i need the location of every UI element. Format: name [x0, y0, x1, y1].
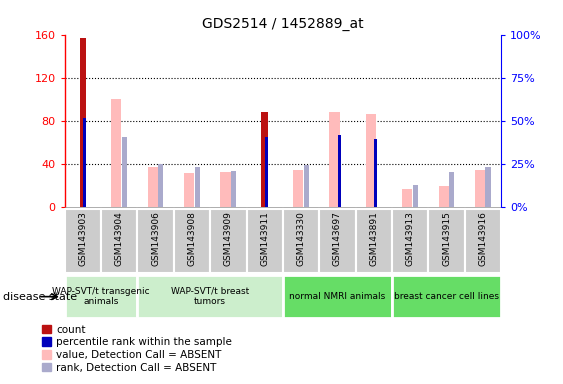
Bar	[475, 170, 485, 207]
FancyBboxPatch shape	[210, 209, 247, 273]
Text: WAP-SVT/t breast
tumors: WAP-SVT/t breast tumors	[171, 287, 249, 306]
Bar	[439, 186, 449, 207]
FancyBboxPatch shape	[283, 209, 319, 273]
Bar	[220, 172, 231, 207]
Text: GSM143891: GSM143891	[369, 211, 378, 266]
Bar	[265, 137, 268, 207]
Bar	[231, 170, 236, 207]
FancyBboxPatch shape	[356, 209, 392, 273]
Text: GSM143330: GSM143330	[297, 211, 306, 266]
FancyBboxPatch shape	[428, 209, 464, 273]
Bar	[79, 38, 86, 207]
Text: GSM143915: GSM143915	[442, 211, 451, 266]
FancyBboxPatch shape	[137, 275, 283, 318]
Text: GSM143909: GSM143909	[224, 211, 233, 266]
Bar	[329, 113, 339, 207]
FancyBboxPatch shape	[174, 209, 210, 273]
Bar	[111, 99, 122, 207]
Text: GSM143903: GSM143903	[78, 211, 87, 266]
FancyBboxPatch shape	[101, 209, 137, 273]
Bar	[374, 139, 377, 207]
FancyBboxPatch shape	[137, 209, 174, 273]
Text: GSM143906: GSM143906	[151, 211, 160, 266]
Bar	[184, 173, 194, 207]
Text: breast cancer cell lines: breast cancer cell lines	[394, 292, 499, 301]
Bar	[303, 165, 309, 207]
Bar	[158, 164, 163, 207]
FancyBboxPatch shape	[319, 209, 356, 273]
Text: normal NMRI animals: normal NMRI animals	[289, 292, 386, 301]
Text: GSM143908: GSM143908	[187, 211, 196, 266]
Bar	[485, 167, 490, 207]
Bar	[449, 172, 454, 207]
Legend: count, percentile rank within the sample, value, Detection Call = ABSENT, rank, : count, percentile rank within the sample…	[42, 325, 233, 372]
FancyBboxPatch shape	[464, 209, 501, 273]
FancyBboxPatch shape	[392, 275, 501, 318]
Bar	[402, 189, 412, 207]
FancyBboxPatch shape	[392, 209, 428, 273]
Bar	[261, 113, 268, 207]
Text: GSM143916: GSM143916	[479, 211, 488, 266]
Bar	[338, 135, 341, 207]
Bar	[366, 114, 376, 207]
Bar	[148, 167, 158, 207]
FancyBboxPatch shape	[283, 275, 392, 318]
FancyBboxPatch shape	[65, 209, 101, 273]
Title: GDS2514 / 1452889_at: GDS2514 / 1452889_at	[202, 17, 364, 31]
Text: GSM143913: GSM143913	[406, 211, 415, 266]
Text: GSM143911: GSM143911	[260, 211, 269, 266]
Bar	[83, 118, 86, 207]
Text: GSM143697: GSM143697	[333, 211, 342, 266]
Bar	[293, 170, 303, 207]
Text: WAP-SVT/t transgenic
animals: WAP-SVT/t transgenic animals	[52, 287, 150, 306]
FancyBboxPatch shape	[247, 209, 283, 273]
Bar	[413, 185, 418, 207]
FancyBboxPatch shape	[65, 275, 137, 318]
Text: GSM143904: GSM143904	[115, 211, 124, 266]
Text: disease state: disease state	[3, 291, 77, 302]
Bar	[195, 167, 200, 207]
Bar	[122, 137, 127, 207]
